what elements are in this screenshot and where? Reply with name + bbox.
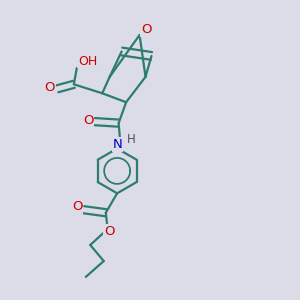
Text: O: O	[83, 114, 93, 127]
Text: N: N	[113, 138, 123, 151]
Text: OH: OH	[78, 55, 97, 68]
Text: H: H	[127, 133, 136, 146]
Text: O: O	[45, 81, 55, 94]
Text: O: O	[72, 200, 83, 213]
Text: O: O	[104, 225, 114, 238]
Text: O: O	[141, 23, 152, 36]
